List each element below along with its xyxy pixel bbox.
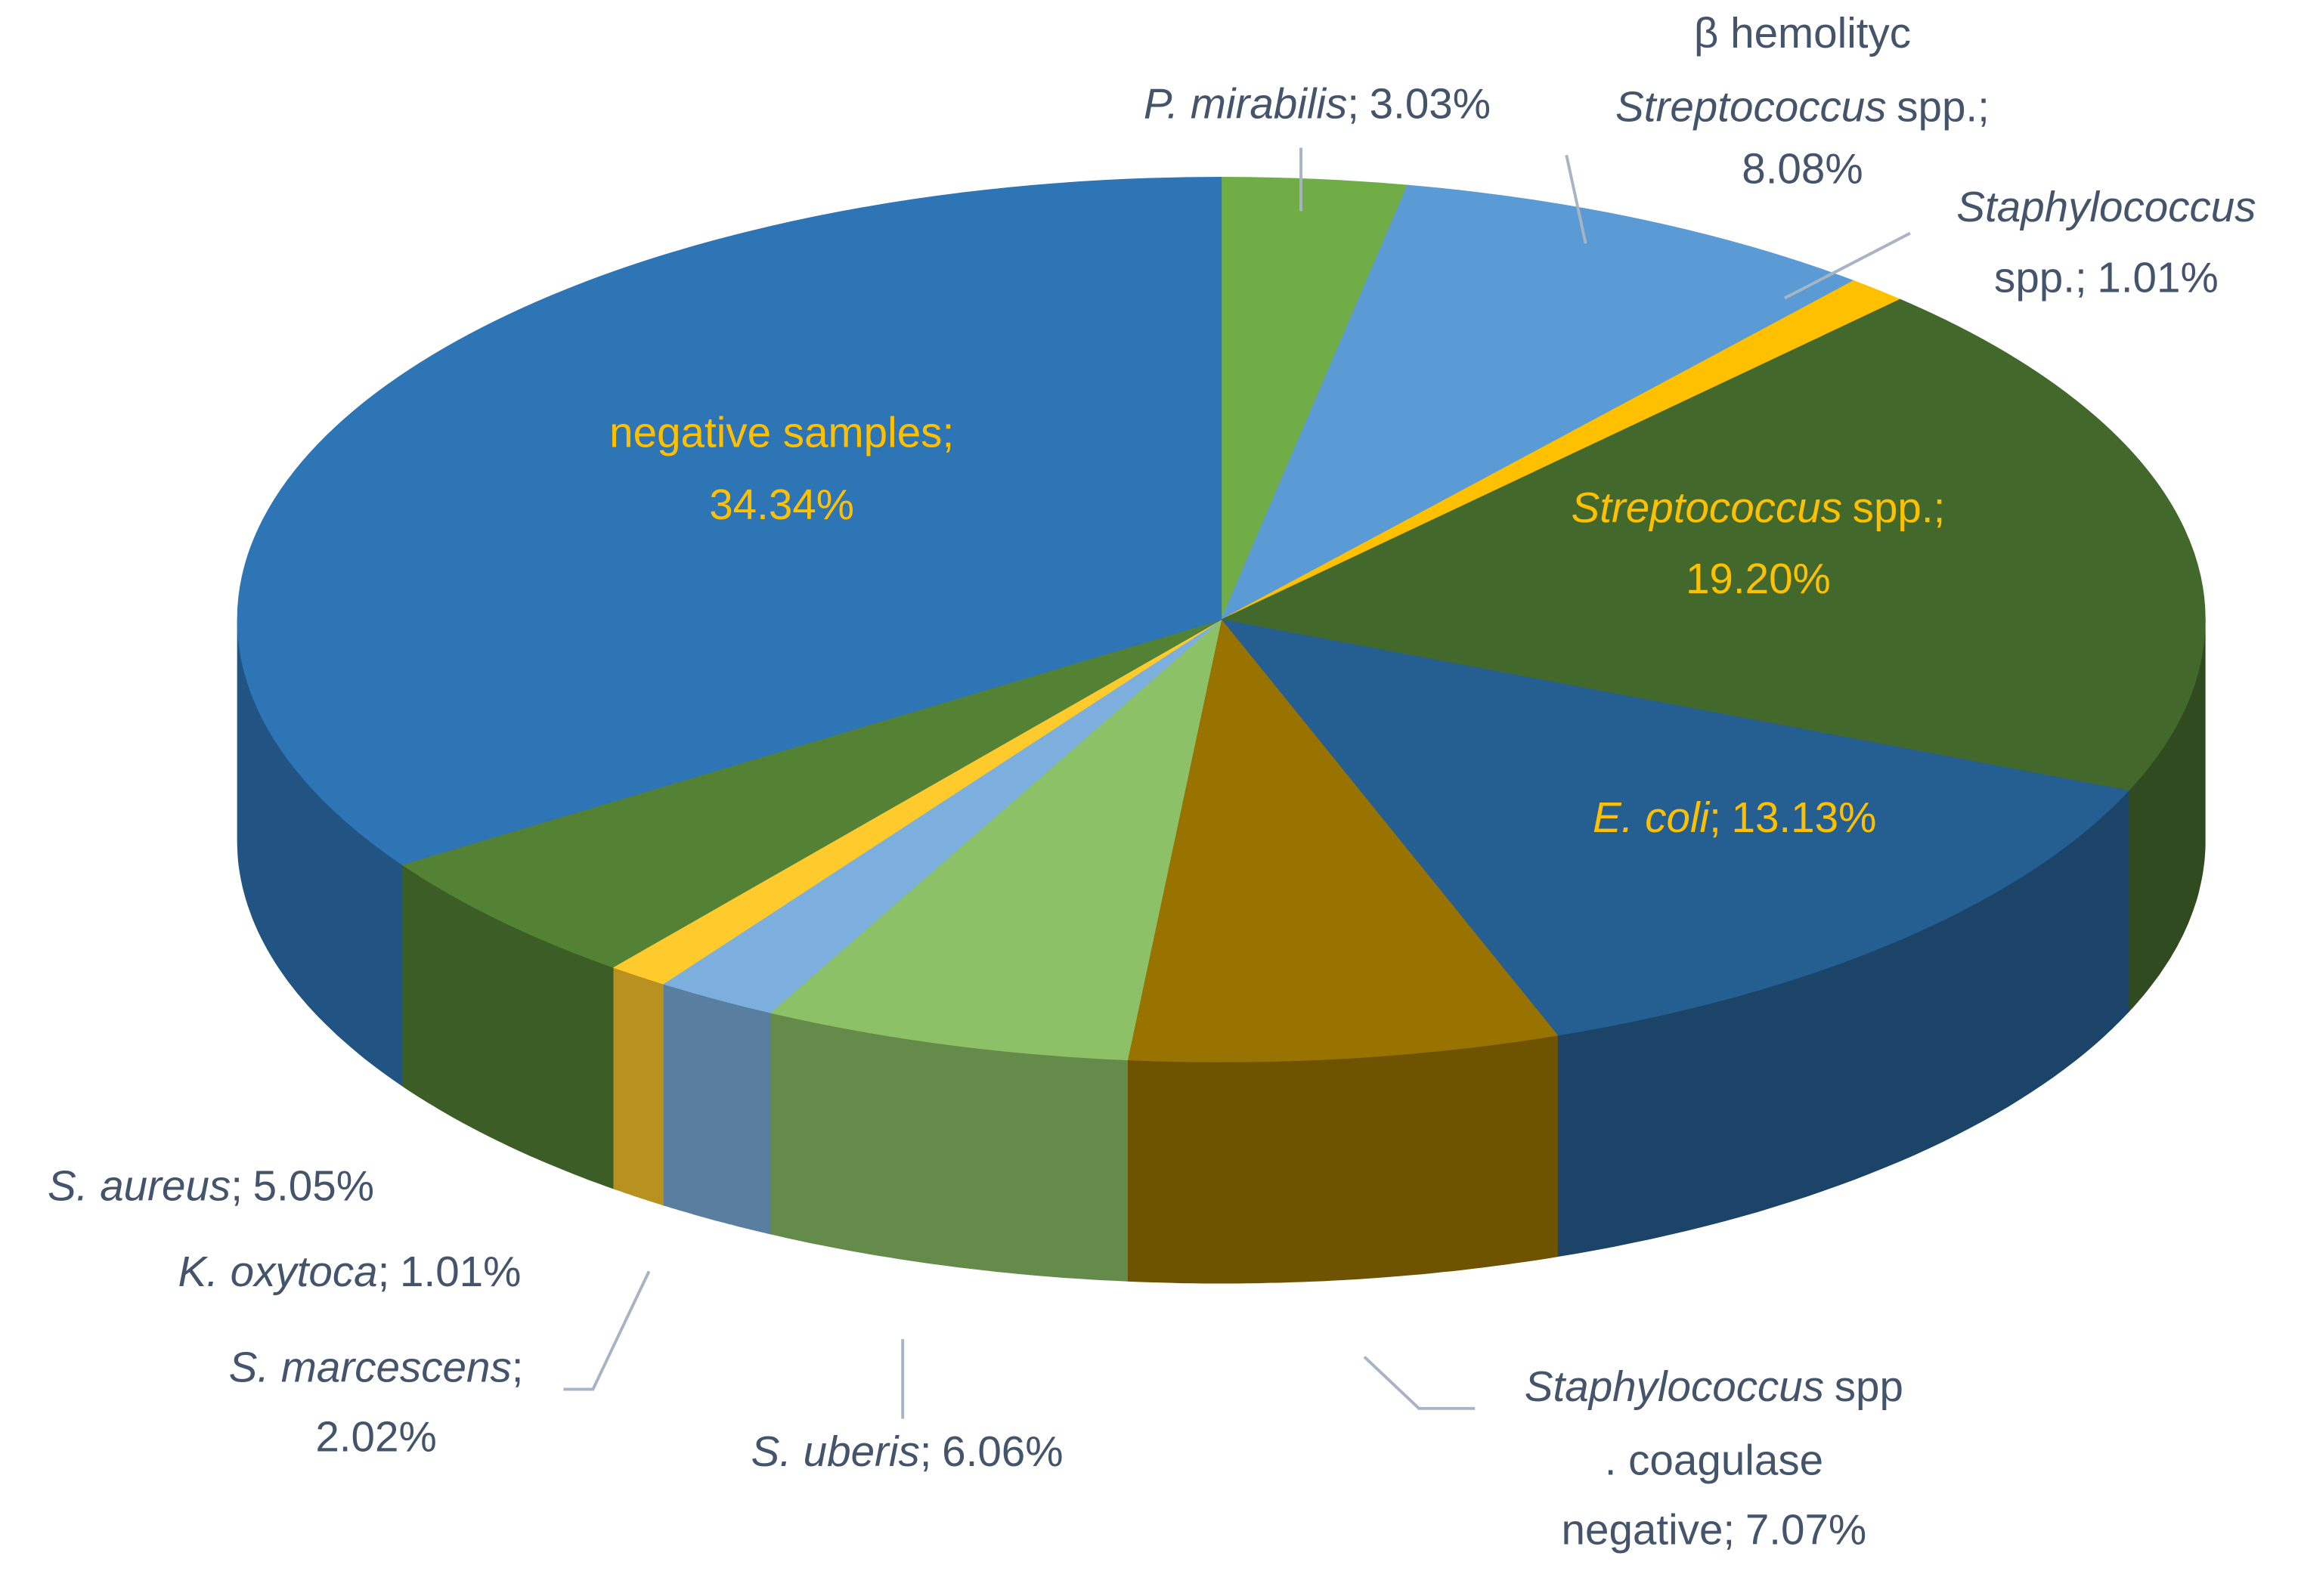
data-label: Streptococcus spp.; <box>1572 484 1946 531</box>
category-label: S. aureus <box>48 1162 231 1210</box>
category-label: spp.; <box>1897 82 1990 130</box>
category-label: ; <box>920 1427 932 1475</box>
value-label: 34.34% <box>709 481 854 528</box>
category-label: K. oxytoca <box>178 1248 377 1295</box>
category-label: spp.; <box>1853 484 1946 531</box>
data-label: S. uberis; 6.06% <box>751 1427 1063 1475</box>
leader-line <box>1784 231 1911 300</box>
pie-slice <box>1220 298 2206 791</box>
category-label: β hemolityc <box>1694 9 1911 57</box>
category-label: Staphylococcus <box>1956 183 2256 230</box>
pie-tops <box>237 177 2206 1062</box>
value-label: 7.07% <box>1745 1505 1866 1553</box>
pie-slice <box>1220 619 2129 1036</box>
value-label: 6.06% <box>942 1427 1063 1475</box>
category-label: Staphylococcus <box>1525 1362 1824 1410</box>
data-label: 8.08% <box>1742 144 1863 192</box>
data-label: negative samples; <box>609 409 954 456</box>
data-label: 2.02% <box>315 1412 436 1460</box>
leader-line <box>1363 1356 1476 1410</box>
data-label: Staphylococcus <box>1956 183 2256 230</box>
leader-lines <box>563 147 1911 1419</box>
value-label: 1.01% <box>2097 254 2218 302</box>
data-label: Streptococcus spp.; <box>1615 82 1990 130</box>
category-label: E. coli <box>1593 793 1711 841</box>
category-label: ; <box>512 1344 524 1391</box>
data-label: E. coli; 13.13% <box>1593 793 1876 841</box>
pie-slice <box>401 619 1222 968</box>
category-label: spp.; <box>1994 254 2087 302</box>
category-label: ; <box>1347 79 1359 127</box>
category-label: ; <box>1709 793 1721 841</box>
category-label: Streptococcus <box>1615 82 1887 130</box>
value-label: 1.01% <box>400 1248 521 1295</box>
pie-slice-side <box>1127 1035 1558 1284</box>
value-label: 13.13% <box>1731 793 1876 841</box>
data-label: P. mirabilis; 3.03% <box>1144 79 1491 127</box>
value-label: 2.02% <box>315 1412 436 1460</box>
pie-slice-side <box>612 967 664 1206</box>
data-labels: P. mirabilis; 3.03%β hemolitycStreptococc… <box>48 9 2256 1554</box>
value-label: 5.05% <box>253 1162 374 1210</box>
category-label: spp <box>1835 1362 1903 1410</box>
category-label: S. uberis <box>751 1427 919 1475</box>
leader-line <box>563 1270 651 1391</box>
category-label: ; <box>378 1248 390 1295</box>
value-label: 8.08% <box>1742 144 1863 192</box>
data-label: negative; 7.07% <box>1562 1505 1867 1553</box>
data-label: S. aureus; 5.05% <box>48 1162 374 1210</box>
data-label: S. marcescens; <box>229 1344 524 1391</box>
leader-line <box>1565 154 1587 244</box>
value-label: 3.03% <box>1370 79 1491 127</box>
category-label: P. mirabilis <box>1144 79 1347 127</box>
pie-slice-side <box>662 983 771 1235</box>
pie-slice <box>1221 177 1408 620</box>
pie-sides <box>237 619 2206 1284</box>
pie-slice <box>237 177 1222 865</box>
category-label: ; <box>231 1162 243 1210</box>
category-label: . coagulase <box>1605 1437 1823 1484</box>
data-label: . coagulase <box>1605 1437 1823 1484</box>
pie-slice <box>1126 618 1559 1062</box>
data-label: 34.34% <box>709 481 854 528</box>
category-label: negative samples; <box>609 409 954 456</box>
pie-slice <box>1220 184 1855 620</box>
data-label: spp.; 1.01% <box>1994 254 2219 302</box>
data-label: 19.20% <box>1686 555 1831 602</box>
data-label: β hemolityc <box>1694 9 1911 57</box>
category-label: Streptococcus <box>1572 484 1843 531</box>
data-label: K. oxytoca; 1.01% <box>178 1248 521 1295</box>
category-label: negative; <box>1562 1505 1736 1553</box>
value-label: 19.20% <box>1686 555 1831 602</box>
data-label: Staphylococcus spp <box>1525 1362 1903 1410</box>
pie-slice <box>769 618 1222 1061</box>
category-label: S. marcescens <box>229 1344 512 1391</box>
